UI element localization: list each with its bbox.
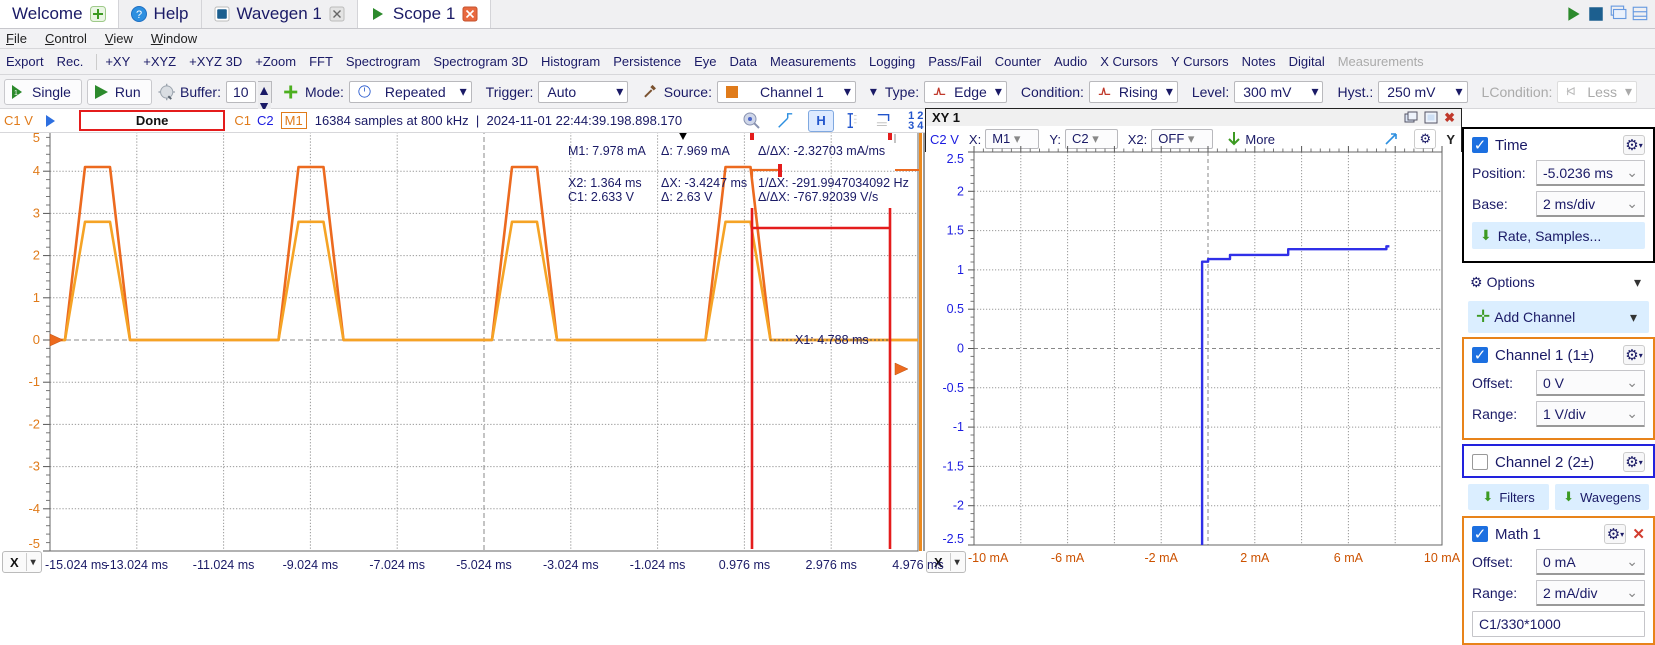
svg-text:-1.024 ms: -1.024 ms [630, 558, 686, 572]
svg-text:-9.024 ms: -9.024 ms [283, 558, 339, 572]
svg-text:1: 1 [14, 90, 18, 97]
svg-text:Δ: 2.63 V: Δ: 2.63 V [661, 190, 713, 204]
svg-text:X2: 1.364 ms: X2: 1.364 ms [568, 176, 642, 190]
svg-text:2: 2 [33, 248, 40, 263]
svg-text:-7.024 ms: -7.024 ms [369, 558, 425, 572]
svg-text:C1: 2.633 V: C1: 2.633 V [568, 190, 635, 204]
svg-text:X1: 4.788 ms: X1: 4.788 ms [795, 333, 869, 347]
svg-text:-1: -1 [953, 420, 964, 434]
svg-text:-4: -4 [28, 501, 40, 516]
svg-text:Δ: 7.969 mA: Δ: 7.969 mA [661, 144, 730, 158]
svg-text:10 mA: 10 mA [1424, 551, 1461, 565]
svg-text:-13.024 ms: -13.024 ms [106, 558, 169, 572]
svg-text:0: 0 [33, 332, 40, 347]
svg-text:-5: -5 [28, 536, 40, 551]
svg-text:0.976 ms: 0.976 ms [719, 558, 770, 572]
svg-text:Δ/ΔX: -2.32703 mA/ms: Δ/ΔX: -2.32703 mA/ms [758, 144, 885, 158]
svg-text:-6 mA: -6 mA [1051, 551, 1085, 565]
svg-text:2.5: 2.5 [947, 152, 964, 166]
svg-text:0.5: 0.5 [947, 302, 964, 316]
svg-text:-2.5: -2.5 [942, 532, 964, 546]
svg-text:ΔX: -3.4247 ms: ΔX: -3.4247 ms [661, 176, 747, 190]
svg-text:1.5: 1.5 [947, 224, 964, 238]
svg-text:5: 5 [33, 133, 40, 145]
svg-text:0: 0 [957, 342, 964, 356]
svg-text:1: 1 [957, 263, 964, 277]
svg-text:1/ΔX: -291.9947034092 Hz: 1/ΔX: -291.9947034092 Hz [758, 176, 909, 190]
svg-text:-1.5: -1.5 [942, 459, 964, 473]
svg-text:-2 mA: -2 mA [1145, 551, 1179, 565]
svg-text:4: 4 [33, 163, 40, 178]
svg-text:2.976 ms: 2.976 ms [805, 558, 856, 572]
svg-text:-0.5: -0.5 [942, 381, 964, 395]
svg-text:-10 mA: -10 mA [968, 551, 1009, 565]
svg-text:3: 3 [33, 205, 40, 220]
svg-text:2: 2 [957, 184, 964, 198]
svg-text:1: 1 [33, 290, 40, 305]
svg-text:6 mA: 6 mA [1334, 551, 1364, 565]
svg-text:-5.024 ms: -5.024 ms [456, 558, 512, 572]
svg-text:-15.024 ms: -15.024 ms [45, 558, 108, 572]
svg-text:M1: 7.978 mA: M1: 7.978 mA [568, 144, 646, 158]
svg-text:-3: -3 [28, 459, 40, 474]
svg-text:-2: -2 [28, 416, 40, 431]
svg-text:-3.024 ms: -3.024 ms [543, 558, 599, 572]
svg-text:Δ/ΔX: -767.92039 V/s: Δ/ΔX: -767.92039 V/s [758, 190, 878, 204]
svg-text:2 mA: 2 mA [1240, 551, 1270, 565]
svg-text:4.976 ms: 4.976 ms [892, 558, 943, 572]
svg-text:-2: -2 [953, 499, 964, 513]
svg-text:-11.024 ms: -11.024 ms [193, 558, 255, 572]
svg-text:?: ? [135, 9, 141, 21]
svg-text:-1: -1 [28, 374, 40, 389]
